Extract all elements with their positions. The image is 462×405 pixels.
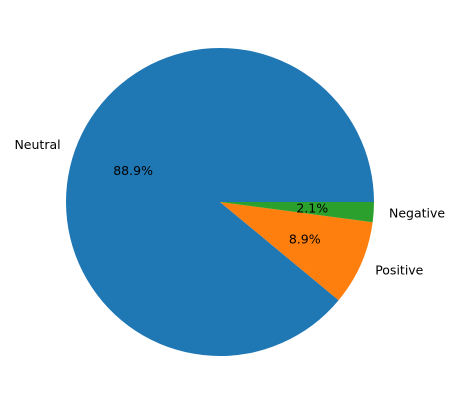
pct-label-positive: 8.9% [289, 232, 321, 247]
pie-slice-neutral [65, 48, 374, 357]
pct-label-negative: 2.1% [296, 201, 328, 216]
pie-slice-positive [220, 202, 373, 301]
slice-label-neutral: Neutral [14, 137, 60, 152]
slice-label-negative: Negative [389, 206, 445, 221]
pie-slices [65, 48, 374, 357]
pct-label-neutral: 88.9% [113, 163, 153, 178]
pie-slice-negative [220, 202, 374, 223]
pie-labels: Neutral 88.9% Positive 8.9% Negative 2.1% [14, 137, 445, 277]
slice-label-positive: Positive [375, 262, 423, 277]
